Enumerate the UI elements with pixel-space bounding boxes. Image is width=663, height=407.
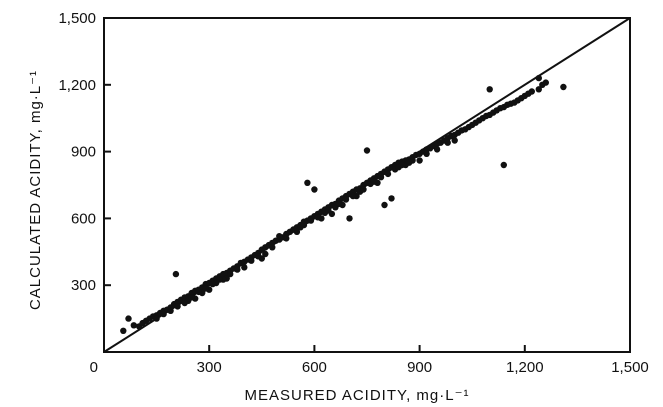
data-point bbox=[535, 74, 542, 82]
data-point bbox=[172, 270, 180, 278]
data-point bbox=[433, 146, 441, 153]
x-tick-label: 300 bbox=[197, 359, 222, 376]
data-point bbox=[377, 174, 385, 181]
data-point bbox=[160, 310, 167, 318]
data-point bbox=[384, 170, 392, 178]
plot-area-frame bbox=[103, 17, 631, 353]
x-axis-label: MEASURED ACIDITY, mg·L⁻¹ bbox=[244, 387, 469, 404]
data-point bbox=[444, 139, 451, 146]
y-tick-label: 300 bbox=[71, 277, 96, 294]
data-point bbox=[195, 288, 202, 296]
x-tick-label: 0 bbox=[90, 359, 98, 376]
data-point bbox=[174, 303, 181, 310]
y-tick-label: 1,200 bbox=[58, 77, 96, 94]
x-tick-label: 900 bbox=[407, 359, 432, 376]
data-point bbox=[304, 179, 311, 186]
data-point bbox=[120, 327, 127, 334]
data-point bbox=[314, 214, 322, 221]
data-point bbox=[241, 264, 248, 271]
data-point bbox=[188, 294, 195, 301]
data-point bbox=[349, 192, 357, 200]
data-point bbox=[542, 79, 549, 86]
data-point bbox=[370, 178, 378, 185]
data-point bbox=[451, 137, 458, 144]
data-point bbox=[528, 88, 535, 95]
data-point bbox=[535, 86, 542, 93]
scatter-points bbox=[120, 74, 567, 334]
data-point bbox=[276, 233, 283, 240]
data-point bbox=[216, 276, 223, 283]
data-point bbox=[227, 270, 234, 278]
y-tick-label: 900 bbox=[71, 144, 96, 161]
data-point bbox=[335, 200, 343, 208]
data-point bbox=[346, 215, 353, 222]
x-tick-label: 1,200 bbox=[506, 359, 544, 376]
data-point bbox=[209, 280, 216, 288]
data-point bbox=[248, 257, 255, 264]
data-point bbox=[398, 161, 406, 169]
data-point bbox=[325, 207, 332, 214]
data-point bbox=[311, 186, 318, 193]
y-tick-label: 600 bbox=[71, 210, 96, 227]
data-point bbox=[283, 235, 290, 242]
data-point bbox=[300, 221, 308, 229]
data-point bbox=[388, 195, 395, 202]
data-point bbox=[202, 285, 209, 292]
data-point bbox=[307, 217, 315, 224]
data-point bbox=[416, 157, 423, 164]
data-point bbox=[181, 299, 188, 307]
data-point bbox=[234, 266, 241, 273]
data-point bbox=[293, 228, 301, 235]
data-point bbox=[130, 322, 137, 329]
data-point bbox=[255, 253, 262, 260]
axis-ticks: 0 300 600 900 1,200 1,500 300 600 900 1,200 1,500 bbox=[58, 10, 648, 376]
data-point bbox=[342, 196, 350, 203]
data-point bbox=[125, 315, 132, 322]
data-point bbox=[167, 307, 174, 314]
y-tick-label: 1,500 bbox=[58, 10, 96, 27]
x-tick-label: 600 bbox=[302, 359, 327, 376]
data-point bbox=[560, 83, 567, 91]
data-point bbox=[486, 86, 493, 93]
data-point bbox=[381, 201, 388, 209]
data-point bbox=[360, 186, 367, 193]
data-point bbox=[500, 161, 507, 169]
data-point bbox=[405, 159, 413, 166]
data-point bbox=[269, 244, 276, 251]
data-point bbox=[262, 250, 269, 258]
data-point bbox=[153, 315, 160, 322]
y-axis-label: CALCULATED ACIDITY, mg·L⁻¹ bbox=[27, 70, 44, 310]
data-point bbox=[423, 150, 430, 157]
data-point bbox=[363, 147, 371, 154]
x-tick-label: 1,500 bbox=[611, 359, 649, 376]
